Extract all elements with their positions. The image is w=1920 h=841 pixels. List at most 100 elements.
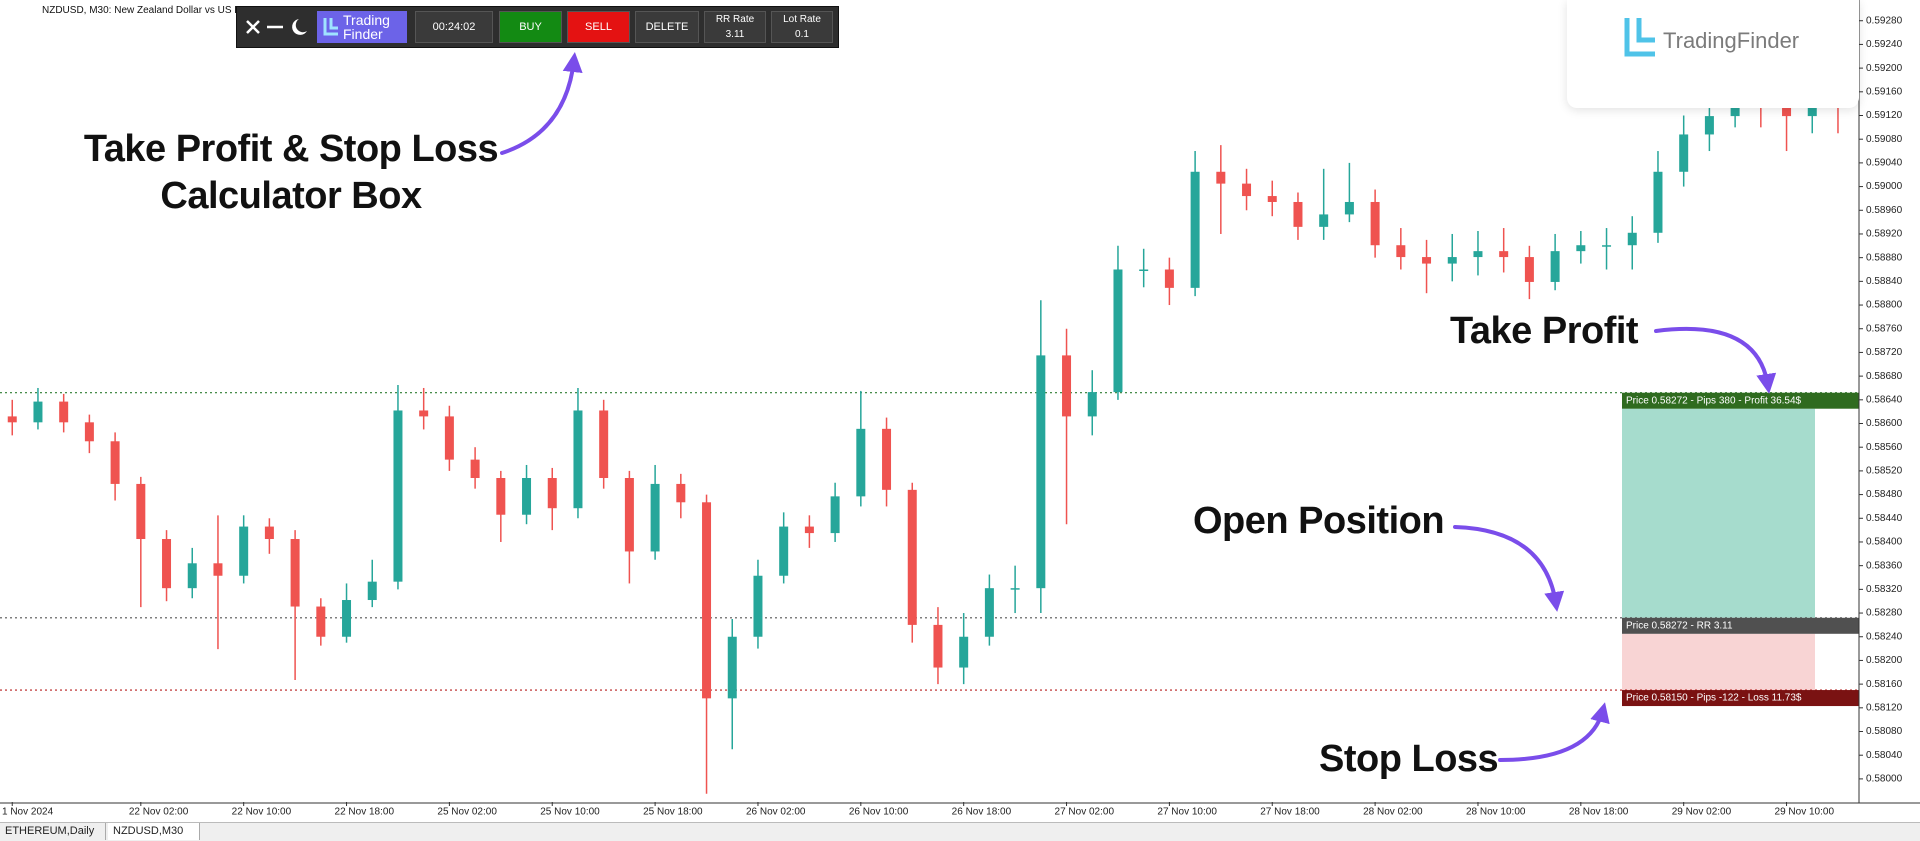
y-tick-label: 0.59160: [1866, 86, 1903, 97]
tab[interactable]: NZDUSD,M30: [108, 823, 200, 840]
candle-body: [830, 496, 840, 534]
candle-body: [1447, 257, 1457, 264]
candle-body: [59, 401, 69, 423]
plot-area: Price 0.58272 - Pips 380 - Profit 36.54$…: [0, 30, 1859, 794]
x-tick-label: 26 Nov 02:00: [746, 807, 806, 818]
logo-icon: [323, 18, 338, 36]
x-tick-label: 25 Nov 18:00: [643, 807, 703, 818]
watermark-text: TradingFinder: [1663, 28, 1800, 53]
candle-body: [984, 588, 994, 637]
x-tick-label: 26 Nov 10:00: [849, 807, 909, 818]
level-bar: [1622, 617, 1859, 634]
level-bar: [1622, 392, 1859, 409]
x-tick-label: 27 Nov 18:00: [1260, 807, 1320, 818]
candle-body: [1473, 251, 1483, 258]
candle-body: [187, 563, 197, 589]
rr-rate[interactable]: RR Rate 3.11: [704, 11, 766, 43]
y-tick-label: 0.58960: [1866, 205, 1903, 216]
y-tick-label: 0.58720: [1866, 347, 1903, 358]
candle-body: [1010, 588, 1020, 590]
candle-body: [7, 416, 17, 423]
candle-body: [33, 401, 43, 423]
lot-rate-label: Lot Rate: [783, 14, 821, 25]
annotation-line: Take Profit & Stop Loss: [83, 128, 499, 170]
candle-body: [1627, 232, 1637, 246]
candle-body: [213, 563, 223, 576]
candle-body: [1550, 251, 1560, 282]
y-tick-label: 0.59040: [1866, 158, 1903, 169]
y-tick-label: 0.59120: [1866, 110, 1903, 121]
theme-icon[interactable]: [292, 19, 307, 35]
annotation-line: Calculator Box: [160, 175, 422, 217]
lot-rate[interactable]: Lot Rate 0.1: [771, 11, 833, 43]
y-tick-label: 0.58000: [1866, 774, 1903, 785]
close-icon[interactable]: [246, 20, 260, 34]
level-bar: [1622, 690, 1859, 707]
y-tick-label: 0.58680: [1866, 371, 1903, 382]
y-tick-label: 0.58760: [1866, 323, 1903, 334]
candle-body: [727, 636, 737, 699]
candle-body: [1396, 245, 1406, 258]
candle-body: [882, 428, 892, 490]
x-tick-label: 29 Nov 02:00: [1672, 807, 1732, 818]
candle-body: [1653, 171, 1663, 233]
y-tick-label: 0.58520: [1866, 466, 1903, 477]
x-tick-label: 28 Nov 18:00: [1569, 807, 1629, 818]
candle-body: [547, 478, 557, 509]
sell-button[interactable]: SELL: [567, 11, 630, 43]
toolbar-icons: [246, 19, 307, 35]
candle-body: [522, 478, 532, 515]
candle-body: [1216, 171, 1226, 184]
candle-body: [1319, 214, 1329, 227]
candle-body: [1062, 355, 1072, 417]
calculator-toolbar: Trading Finder 00:24:02 BUY SELL DELETE …: [236, 6, 839, 48]
rr-rate-label: RR Rate: [715, 14, 755, 25]
candle-body: [1267, 196, 1277, 202]
y-tick-label: 0.58200: [1866, 655, 1903, 666]
window-title: NZDUSD, M30: New Zealand Dollar vs US Do: [42, 5, 248, 16]
chart-tabs: ETHEREUM,Daily NZDUSD,M30: [0, 822, 1920, 841]
y-tick-label: 0.58560: [1866, 442, 1903, 453]
candle-body: [1242, 183, 1252, 197]
candle-body: [393, 410, 403, 582]
candle-body: [136, 483, 146, 540]
candle-body: [573, 410, 583, 509]
candle-body: [1576, 245, 1586, 252]
lot-rate-value: 0.1: [795, 29, 809, 40]
y-tick-label: 0.58120: [1866, 702, 1903, 713]
candle-body: [1190, 171, 1200, 288]
candle-body: [676, 483, 686, 503]
candle-body: [1293, 201, 1303, 227]
level-label: Price 0.58150 - Pips -122 - Loss 11.73$: [1626, 693, 1802, 704]
arrow: [1654, 326, 1777, 394]
x-tick-label: 27 Nov 02:00: [1055, 807, 1115, 818]
candle-body: [162, 539, 172, 589]
candle-body: [1344, 201, 1354, 215]
candle-body: [316, 606, 326, 637]
candle-body: [470, 459, 480, 479]
y-tick-label: 0.59280: [1866, 15, 1903, 26]
y-tick-label: 0.58360: [1866, 560, 1903, 571]
candle-body: [290, 539, 300, 607]
candle-body: [1370, 201, 1380, 246]
candle-body: [933, 624, 943, 668]
candle-body: [496, 478, 506, 515]
candle-body: [239, 526, 249, 576]
candle-body: [1679, 134, 1689, 172]
tab[interactable]: ETHEREUM,Daily: [0, 823, 106, 840]
annotation: Take Profit & Stop Loss Calculator Box: [81, 128, 501, 218]
candle-body: [624, 478, 634, 552]
level-label: Price 0.58272 - RR 3.11: [1626, 620, 1733, 631]
candle-body: [419, 410, 429, 417]
candle-body: [1036, 355, 1046, 589]
candle-body: [856, 428, 866, 497]
loss-zone: [1622, 633, 1815, 691]
annotation: Open Position: [1193, 500, 1445, 542]
y-tick-label: 0.58080: [1866, 726, 1903, 737]
buy-button[interactable]: BUY: [499, 11, 562, 43]
y-tick-label: 0.58880: [1866, 252, 1903, 263]
delete-button[interactable]: DELETE: [635, 11, 699, 43]
candle-body: [1602, 245, 1612, 247]
